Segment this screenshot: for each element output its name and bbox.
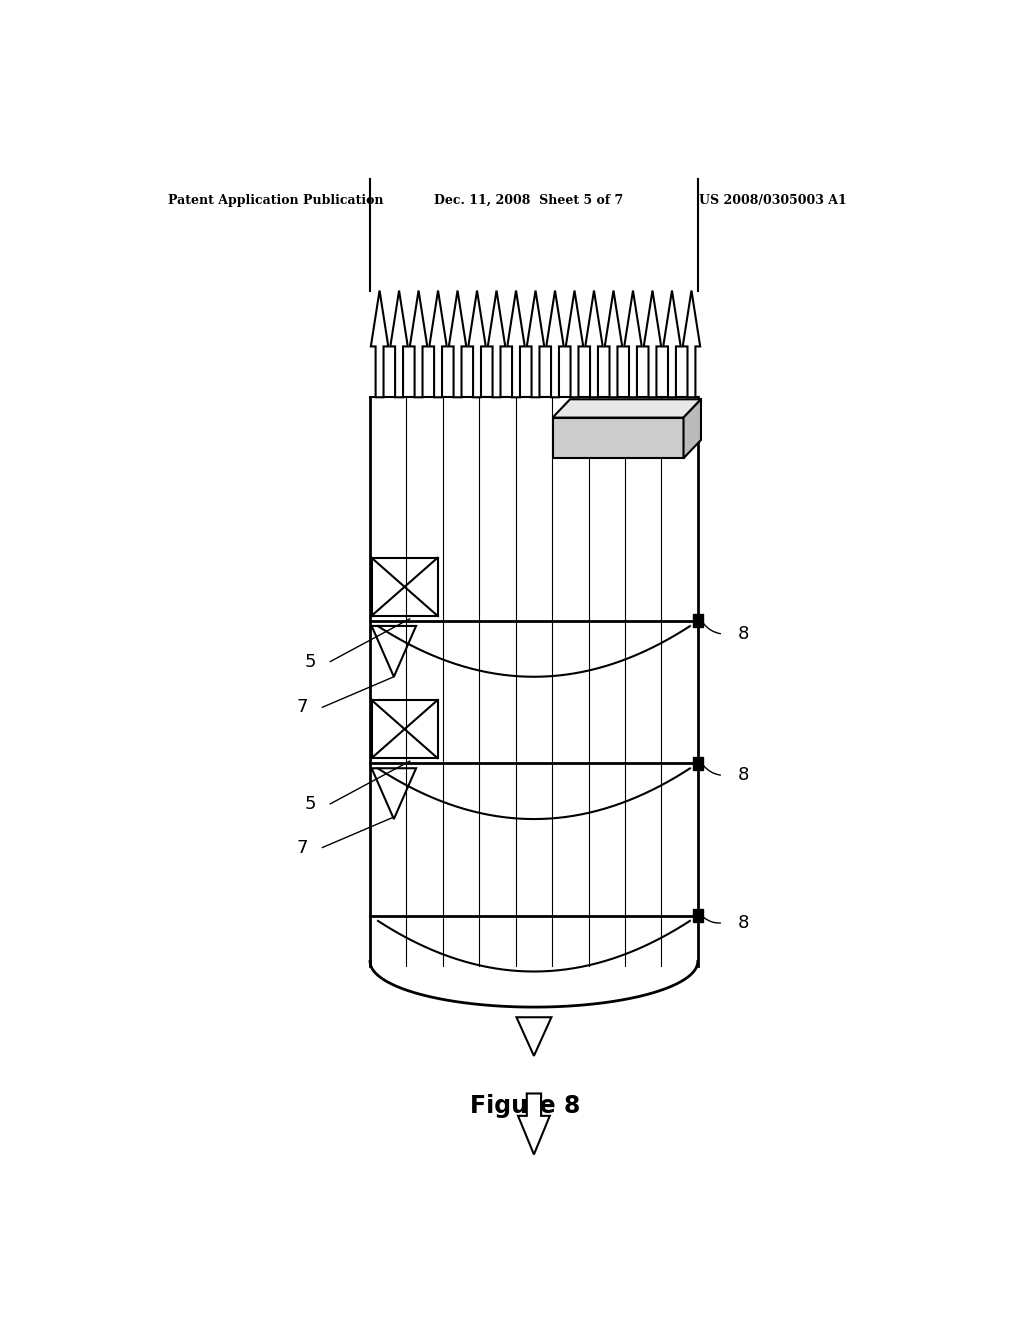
- Polygon shape: [390, 290, 408, 397]
- Polygon shape: [566, 290, 584, 397]
- Text: Patent Application Publication: Patent Application Publication: [168, 194, 383, 207]
- Polygon shape: [586, 290, 603, 397]
- Polygon shape: [644, 290, 662, 397]
- Bar: [692, 756, 702, 770]
- Polygon shape: [605, 290, 623, 397]
- Bar: [692, 614, 702, 627]
- Text: Figure 8: Figure 8: [470, 1094, 580, 1118]
- Polygon shape: [625, 290, 642, 397]
- Text: 8: 8: [737, 913, 749, 932]
- Polygon shape: [683, 290, 700, 397]
- Text: 7: 7: [297, 698, 308, 717]
- Polygon shape: [518, 1093, 550, 1155]
- Text: 5: 5: [305, 795, 316, 813]
- Text: 7: 7: [297, 838, 308, 857]
- Polygon shape: [468, 290, 485, 397]
- Bar: [553, 417, 684, 458]
- Polygon shape: [553, 399, 701, 417]
- Polygon shape: [664, 290, 681, 397]
- Text: 8: 8: [737, 626, 749, 643]
- Polygon shape: [371, 290, 388, 397]
- Polygon shape: [507, 290, 524, 397]
- Polygon shape: [526, 290, 544, 397]
- Text: US 2008/0305003 A1: US 2008/0305003 A1: [699, 194, 847, 207]
- Polygon shape: [449, 290, 466, 397]
- Text: Dec. 11, 2008  Sheet 5 of 7: Dec. 11, 2008 Sheet 5 of 7: [433, 194, 623, 207]
- Polygon shape: [429, 290, 446, 397]
- Text: 8: 8: [737, 767, 749, 784]
- Polygon shape: [684, 399, 701, 458]
- Text: 5: 5: [305, 652, 316, 671]
- Polygon shape: [410, 290, 427, 397]
- Polygon shape: [487, 290, 505, 397]
- Bar: [692, 909, 702, 923]
- Polygon shape: [546, 290, 564, 397]
